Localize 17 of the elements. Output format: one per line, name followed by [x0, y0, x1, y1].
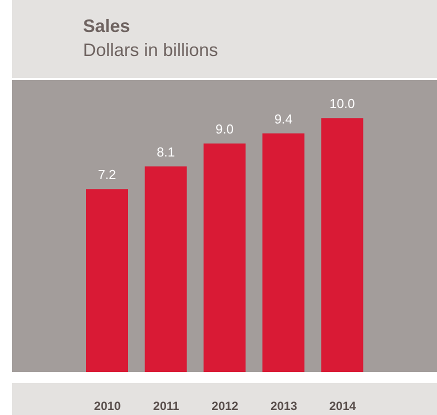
data-label: 10.0: [330, 96, 355, 112]
bar: [262, 133, 304, 372]
chart-title: Sales: [83, 16, 130, 37]
x-tick-label: 2012: [212, 399, 239, 413]
x-tick-label: 2014: [329, 399, 356, 413]
bar: [321, 118, 364, 372]
bar: [144, 166, 187, 372]
data-label: 8.1: [156, 144, 175, 160]
data-label: 7.2: [98, 167, 116, 182]
x-tick-label: 2013: [270, 399, 298, 413]
x-tick-label: 2010: [94, 399, 122, 413]
bar: [204, 143, 246, 372]
chart-subtitle: Dollars in billions: [83, 40, 218, 61]
bar: [86, 189, 128, 372]
data-label: 9.4: [274, 111, 292, 126]
x-tick-label: 2011: [153, 399, 180, 413]
data-label: 9.0: [216, 121, 234, 136]
